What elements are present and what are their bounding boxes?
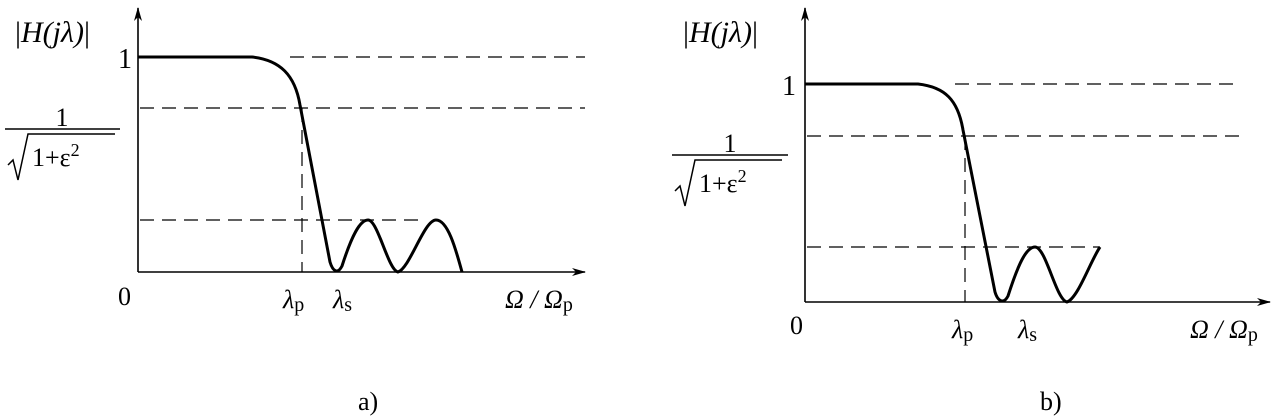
panel-a: |H(jλ)| 1 1 1+ε2 0 λp λs Ω / Ωp a) bbox=[5, 7, 586, 416]
svg-text:1+ε2: 1+ε2 bbox=[32, 140, 80, 172]
caption-b: b) bbox=[1040, 387, 1062, 416]
magnitude-response-curve bbox=[805, 82, 1102, 304]
tick-lambda-s: λs bbox=[332, 285, 352, 316]
svg-text:1: 1 bbox=[56, 103, 69, 132]
tick-label-one: 1 bbox=[118, 44, 132, 75]
magnitude-response-curve bbox=[138, 55, 464, 274]
y-axis-label: |H(jλ)| bbox=[15, 16, 90, 49]
tick-lambda-p: λp bbox=[951, 315, 973, 346]
origin-label: 0 bbox=[118, 282, 131, 311]
x-axis-label: Ω / Ωp bbox=[505, 285, 573, 316]
tick-lambda-s: λs bbox=[1017, 315, 1037, 346]
x-axis-label: Ω / Ωp bbox=[1190, 315, 1258, 346]
caption-a: a) bbox=[358, 387, 378, 416]
svg-text:1+ε2: 1+ε2 bbox=[699, 166, 747, 198]
panel-b: |H(jλ)| 1 1 1+ε2 0 λp λs Ω / Ωp b) bbox=[672, 7, 1271, 416]
tick-label-ripple: 1 1+ε2 bbox=[672, 129, 788, 207]
tick-lambda-p: λp bbox=[282, 285, 304, 316]
svg-text:1: 1 bbox=[724, 129, 737, 158]
tick-label-ripple: 1 1+ε2 bbox=[5, 103, 120, 181]
tick-label-one: 1 bbox=[782, 71, 796, 102]
y-axis-label: |H(jλ)| bbox=[683, 16, 758, 49]
origin-label: 0 bbox=[790, 311, 803, 340]
